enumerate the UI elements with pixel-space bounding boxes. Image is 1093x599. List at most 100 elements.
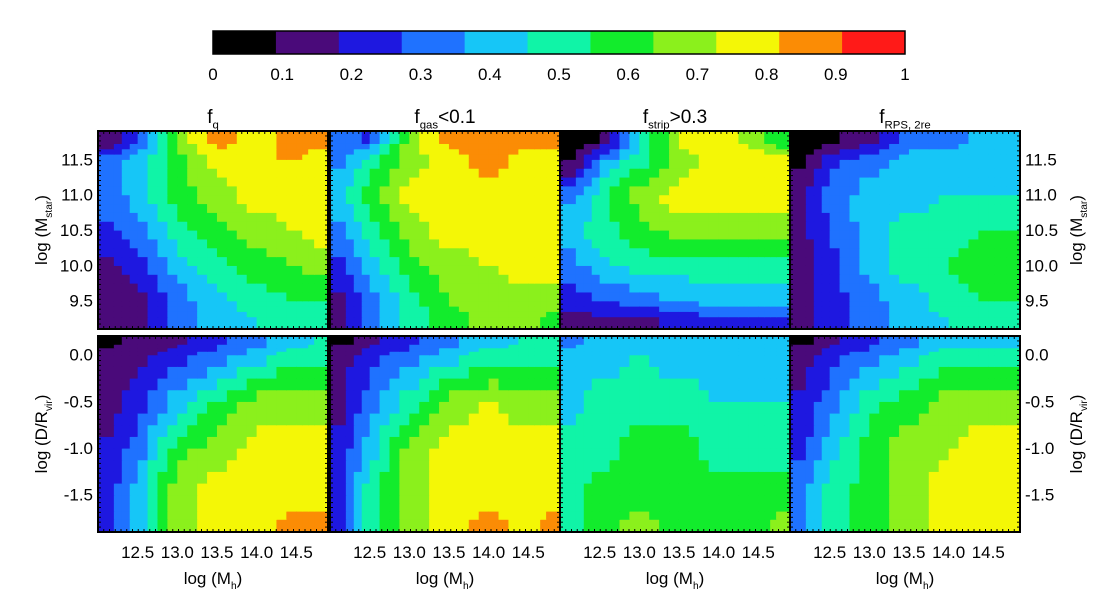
- heatmap-cell: [296, 247, 303, 258]
- heatmap-cell: [207, 351, 218, 356]
- heatmap-cell: [546, 502, 560, 512]
- heatmap-cell: [649, 203, 660, 213]
- heatmap-cell: [546, 230, 560, 240]
- heatmap-cell: [498, 212, 510, 222]
- heatmap-cell: [540, 413, 547, 426]
- heatmap-cell: [859, 143, 870, 150]
- heatmap-cell: [629, 230, 640, 240]
- heatmap-cell: [534, 274, 541, 284]
- heatmap-cell: [518, 143, 529, 150]
- heatmap-cell: [678, 274, 690, 284]
- panel-title-main: f: [879, 107, 885, 128]
- heatmap-cell: [379, 519, 391, 532]
- heatmap-cell: [813, 238, 823, 249]
- heatmap-cell: [308, 378, 315, 391]
- heatmap-cell: [113, 153, 123, 160]
- heatmap-cell: [629, 247, 640, 258]
- heatmap-cell: [286, 256, 297, 266]
- heatmap-cell: [314, 511, 328, 520]
- heatmap-cell: [958, 256, 970, 266]
- heatmap-cell: [1000, 283, 1007, 293]
- heatmap-cell: [488, 448, 500, 461]
- heatmap-cell: [167, 131, 178, 144]
- heatmap-cell: [859, 203, 870, 213]
- heatmap-cell: [859, 300, 870, 307]
- heatmap-cell: [197, 494, 208, 504]
- heatmap-cell: [177, 511, 188, 520]
- heatmap-cell: [540, 256, 547, 266]
- heatmap-cell: [518, 256, 529, 266]
- heatmap-cell: [98, 519, 115, 532]
- heatmap-cell: [157, 316, 168, 329]
- heatmap-cell: [129, 148, 139, 155]
- heatmap-cell: [560, 436, 577, 449]
- heatmap-cell: [187, 413, 198, 426]
- heatmap-cell: [669, 185, 680, 196]
- heatmap-cell: [518, 502, 529, 512]
- heatmap-cell: [813, 148, 823, 155]
- heatmap-cell: [540, 316, 547, 329]
- heatmap-cell: [528, 203, 535, 213]
- heatmap-cell: [137, 283, 149, 293]
- heatmap-cell: [296, 265, 303, 275]
- heatmap-cell: [419, 502, 430, 512]
- heatmap-cell: [738, 378, 749, 391]
- colorbar-segment: [338, 31, 403, 54]
- heatmap-cell: [197, 424, 208, 437]
- heatmap-cell: [718, 436, 730, 449]
- heatmap-cell: [728, 378, 740, 391]
- heatmap-cell: [619, 194, 630, 205]
- heatmap-cell: [216, 238, 228, 249]
- heatmap-cell: [688, 131, 700, 144]
- heatmap-cell: [197, 502, 208, 512]
- heatmap-cell: [379, 502, 391, 512]
- heatmap-cell: [369, 494, 381, 504]
- heatmap-cell: [498, 519, 510, 532]
- heatmap-cell: [776, 502, 790, 512]
- heatmap-cell: [1006, 212, 1020, 222]
- heatmap-cell: [728, 351, 740, 356]
- heatmap-cell: [236, 424, 248, 437]
- colorbar-segment: [464, 31, 529, 54]
- heatmap-cell: [659, 153, 670, 160]
- heatmap-cell: [157, 194, 168, 205]
- heatmap-cell: [908, 283, 920, 293]
- heatmap-cell: [659, 494, 670, 504]
- heatmap-cell: [157, 344, 168, 349]
- heatmap-cell: [698, 459, 710, 472]
- heatmap-cell: [659, 366, 670, 379]
- heatmap-cell: [314, 265, 328, 275]
- heatmap-cell: [508, 247, 519, 258]
- heatmap-cell: [98, 366, 115, 379]
- heatmap-cell: [770, 131, 777, 144]
- heatmap-cell: [948, 300, 960, 307]
- heatmap-cell: [518, 494, 529, 504]
- heatmap-cell: [1000, 247, 1007, 258]
- heatmap-cell: [147, 131, 159, 144]
- heatmap-cell: [718, 459, 730, 472]
- heatmap-cell: [478, 131, 490, 144]
- heatmap-cell: [764, 212, 771, 222]
- heatmap-cell: [560, 354, 577, 367]
- heatmap-cell: [708, 185, 720, 196]
- heatmap-cell: [821, 176, 831, 187]
- heatmap-cell: [498, 159, 510, 169]
- heatmap-cell: [167, 316, 178, 329]
- heatmap-cell: [177, 483, 188, 496]
- heatmap-cell: [813, 306, 823, 312]
- heatmap-cell: [599, 212, 611, 222]
- heatmap-cell: [770, 159, 777, 169]
- heatmap-cell: [498, 176, 510, 187]
- heatmap-cell: [147, 366, 159, 379]
- heatmap-cell: [226, 344, 238, 349]
- heatmap-cell: [448, 256, 460, 266]
- heatmap-cell: [361, 176, 371, 187]
- heatmap-cell: [508, 176, 519, 187]
- heatmap-cell: [137, 203, 149, 213]
- heatmap-cell: [468, 389, 480, 402]
- heatmap-cell: [669, 230, 680, 240]
- heatmap-cell: [256, 448, 268, 461]
- heatmap-cell: [379, 483, 391, 496]
- heatmap-cell: [609, 494, 621, 504]
- heatmap-cell: [379, 221, 391, 231]
